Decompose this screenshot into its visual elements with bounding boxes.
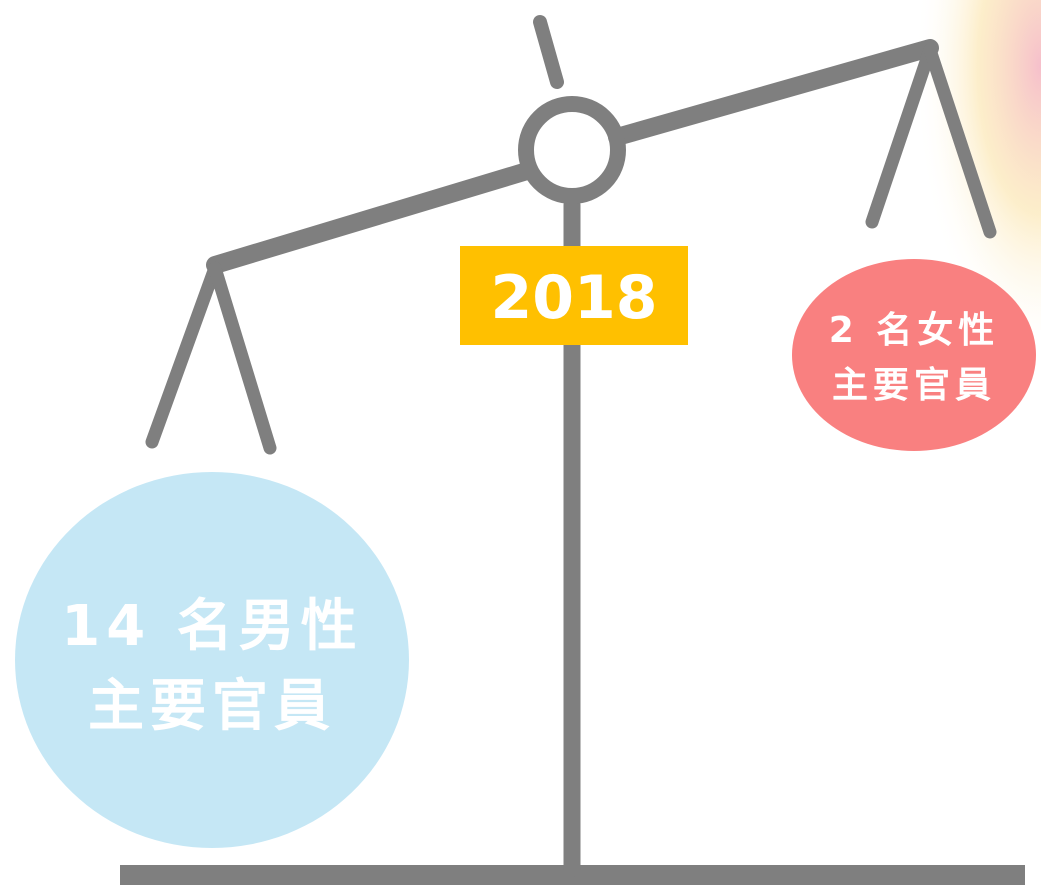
year-label: 2018 (491, 263, 658, 333)
right-pan-line1: 2 名女性 (829, 310, 1000, 351)
left-pan-line2: 主要官員 (88, 674, 336, 739)
left-pan (15, 472, 409, 848)
beam-right (608, 39, 939, 146)
left-pan-line1: 14 名男性 (61, 594, 362, 659)
right-hanger (865, 43, 937, 229)
right-pan (792, 259, 1036, 451)
right-pan-line2: 主要官員 (832, 365, 996, 406)
right-hanger (923, 43, 997, 239)
year-box (460, 246, 688, 345)
beam-left (206, 162, 536, 274)
pivot (518, 96, 626, 204)
top-stick (533, 15, 564, 89)
left-hanger (208, 261, 277, 455)
left-hanger (145, 261, 222, 449)
